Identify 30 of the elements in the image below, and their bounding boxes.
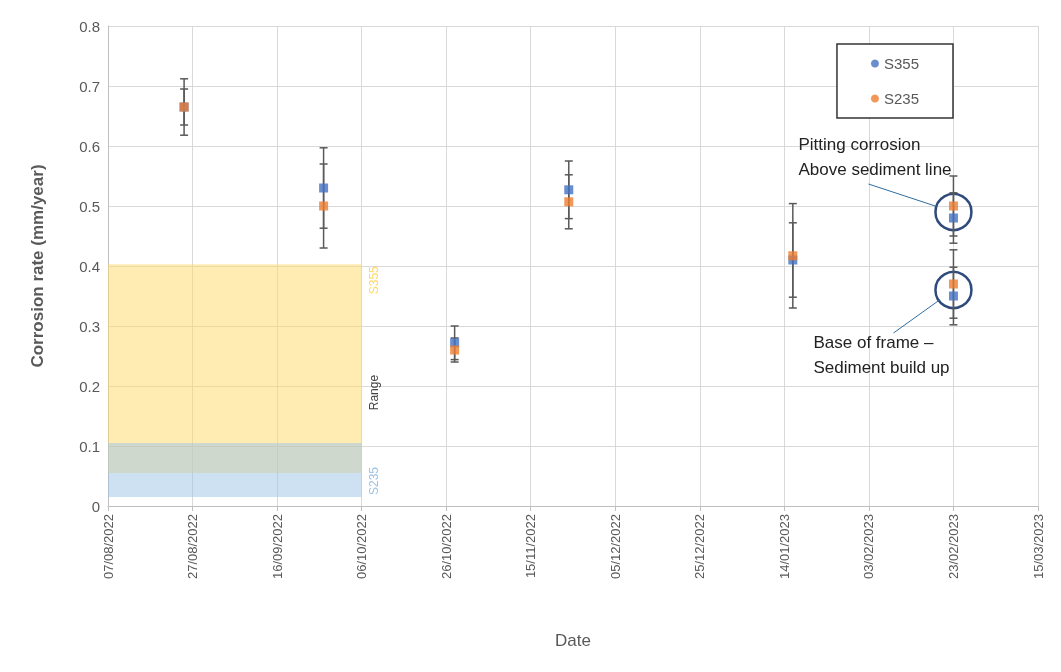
y-tick-label: 0.1 (79, 437, 100, 455)
x-tick-label: 03/02/2023 (861, 514, 877, 580)
x-tick-label: 27/08/2022 (185, 514, 201, 580)
legend-label: S355 (883, 55, 920, 72)
band-label: S235 (366, 466, 381, 495)
y-tick-label: 0.2 (79, 377, 100, 395)
y-tick-label: 0 (91, 497, 100, 515)
annotation: Base of frame – Sediment build up (813, 333, 950, 377)
x-tick-label: 07/08/2022 (100, 514, 116, 580)
y-tick-label: 0.3 (79, 317, 100, 335)
legend-label: S235 (883, 90, 920, 107)
x-tick-label: 14/01/2023 (776, 514, 792, 580)
y-tick-label: 0.7 (79, 77, 100, 95)
x-tick-label: 26/10/2022 (438, 514, 454, 580)
x-tick-label: 15/11/2022 (523, 514, 539, 579)
annotation: Range (366, 374, 381, 411)
x-tick-label: 25/12/2022 (692, 514, 708, 580)
x-tick-label: 15/03/2023 (1030, 514, 1046, 580)
y-tick-label: 0.5 (79, 197, 100, 215)
x-tick-label: 06/10/2022 (354, 514, 370, 580)
x-tick-label: 23/02/2023 (945, 514, 961, 580)
band-label: S355 (366, 265, 381, 295)
y-tick-label: 0.6 (79, 137, 100, 155)
y-axis-title: Corrosion rate (mm/year) (28, 164, 47, 368)
annotation: Pitting corrosion Above sediment line (798, 135, 952, 179)
y-tick-label: 0.4 (79, 257, 100, 275)
y-tick-label: 0.8 (79, 17, 100, 35)
x-axis-title: Date (555, 631, 591, 650)
x-tick-label: 16/09/2022 (269, 514, 285, 580)
x-tick-label: 05/12/2022 (607, 514, 623, 580)
